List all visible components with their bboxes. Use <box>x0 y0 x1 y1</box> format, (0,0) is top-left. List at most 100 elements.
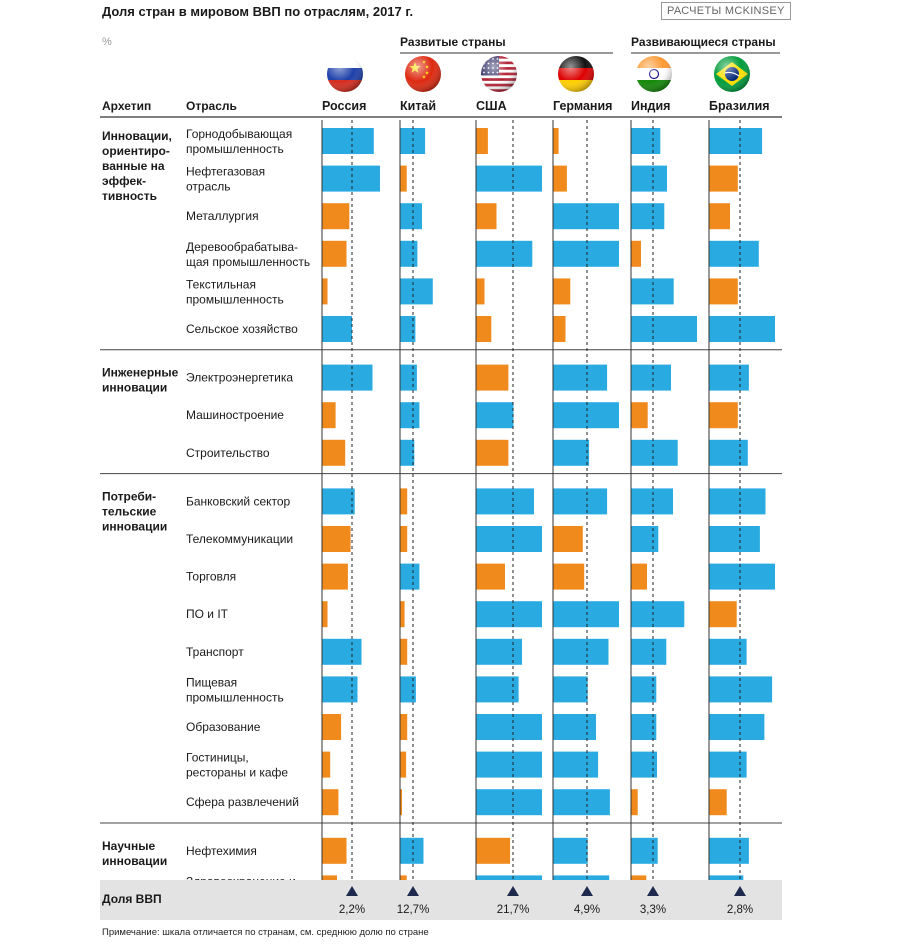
group-header-developed: Развитые страны <box>400 35 613 54</box>
bar <box>322 789 339 816</box>
bar <box>553 364 608 391</box>
bar <box>322 563 348 590</box>
bar <box>322 316 352 342</box>
bar <box>476 203 497 230</box>
sector-row: Сфера развлечений <box>186 789 727 816</box>
bar <box>631 488 673 515</box>
bar <box>400 240 418 267</box>
bar <box>476 439 509 466</box>
india-flag-icon <box>636 56 672 92</box>
bar <box>553 563 585 590</box>
footnote: Примечание: шкала отличается по странам,… <box>102 927 429 938</box>
bar <box>553 316 566 342</box>
bar <box>709 128 763 154</box>
sector-label: Сфера развлечений <box>186 795 299 809</box>
bar <box>322 837 347 864</box>
bar <box>553 278 571 305</box>
bar <box>709 488 766 515</box>
sector-label: Электроэнергетика <box>186 371 293 385</box>
sector-row: Торговля <box>186 563 775 590</box>
sector-label: промышленность <box>186 292 284 306</box>
bar <box>322 240 347 267</box>
bar <box>476 278 485 305</box>
sector-label: Машиностроение <box>186 408 284 422</box>
sector-row: Транспорт <box>186 638 747 665</box>
gdp-share-label: 2,2% <box>339 904 365 916</box>
bar <box>709 526 760 552</box>
bar <box>709 837 749 864</box>
bar <box>322 751 331 778</box>
sector-row: ПО и IT <box>186 601 737 628</box>
bar <box>709 601 737 628</box>
bar <box>400 364 417 391</box>
sector-label: Гостиницы, <box>186 751 249 765</box>
gdp-share-label: 3,3% <box>640 904 666 916</box>
bar <box>709 676 773 703</box>
bar <box>709 364 749 391</box>
bar <box>400 402 420 429</box>
bar <box>631 203 665 230</box>
bar <box>400 714 408 740</box>
archetype-label-line: тивность <box>102 189 157 203</box>
bar <box>553 439 590 466</box>
bar <box>553 402 619 429</box>
average-marker <box>507 886 519 896</box>
sector-row: Сельское хозяйство <box>186 316 775 342</box>
bar <box>400 526 408 552</box>
bar <box>709 638 747 665</box>
archetype-label-line: Потреби- <box>102 489 156 503</box>
bar <box>553 165 567 192</box>
source-badge: РАСЧЕТЫ MCKINSEY <box>661 2 791 20</box>
bar <box>322 714 342 740</box>
bar <box>476 364 509 391</box>
bar <box>709 278 738 305</box>
bar <box>476 563 505 590</box>
archetype-label-line: инновации <box>102 381 167 395</box>
bar <box>476 165 542 192</box>
sector-label: Пищевая <box>186 675 237 689</box>
gdp-share-label: 4,9% <box>574 904 600 916</box>
bar <box>476 676 519 703</box>
group-label-developing: Развивающиеся страны <box>631 35 776 49</box>
bar <box>322 488 355 515</box>
bar <box>631 601 685 628</box>
bar <box>553 837 588 864</box>
brazil-flag-icon <box>714 56 750 92</box>
sector-label: Металлургия <box>186 209 259 223</box>
sector-label: отрасль <box>186 180 231 194</box>
bar <box>631 240 641 267</box>
sector-row: Металлургия <box>186 203 730 230</box>
bar <box>476 526 542 552</box>
bar <box>400 837 424 864</box>
sector-row: Телекоммуникации <box>186 526 760 552</box>
bar <box>709 714 765 740</box>
bar <box>631 364 671 391</box>
bar <box>322 128 374 154</box>
sector-label: ПО и IT <box>186 607 229 621</box>
bar <box>553 488 608 515</box>
sector-label: щая промышленность <box>186 255 310 269</box>
group-header-developing: Развивающиеся страны <box>631 35 780 54</box>
gdp-share-label: 2,8% <box>727 904 753 916</box>
country-name-2: США <box>476 99 507 113</box>
archetype-label-line: ориентиро- <box>102 144 170 158</box>
bar <box>322 601 328 628</box>
sector-label: Транспорт <box>186 645 244 659</box>
bar <box>709 789 727 816</box>
sector-row: Деревообрабатыва-щая промышленность <box>186 240 759 269</box>
bar <box>400 601 405 628</box>
average-marker <box>647 886 659 896</box>
russia-flag-icon <box>327 56 363 92</box>
bar <box>631 128 661 154</box>
archetype-label-line: эффек- <box>102 174 146 188</box>
summary-label: Доля ВВП <box>102 892 162 906</box>
bar <box>400 278 433 305</box>
bar <box>631 316 697 342</box>
bar <box>400 203 422 230</box>
bar <box>400 488 408 515</box>
archetype-label-line: тельские <box>102 504 157 518</box>
archetype-label-line: Инженерные <box>102 366 179 380</box>
